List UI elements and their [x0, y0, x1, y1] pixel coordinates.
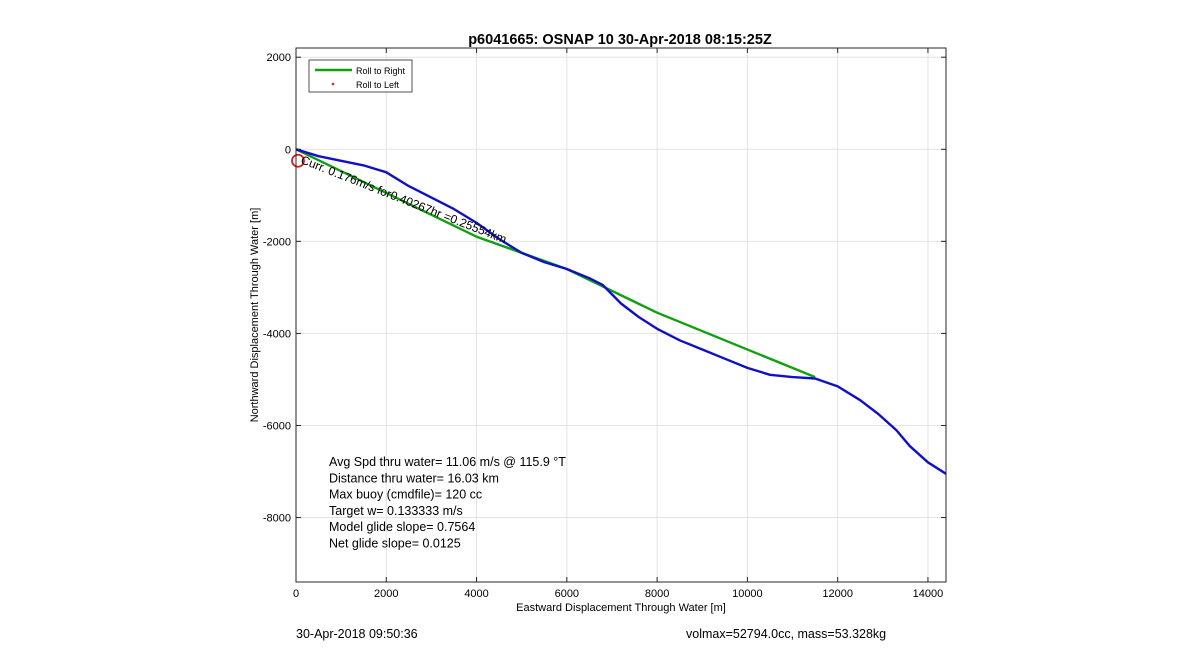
- legend: Roll to Right Roll to Left: [308, 59, 413, 93]
- footer-volmax-mass: volmax=52794.0cc, mass=53.328kg: [686, 627, 887, 641]
- stats-line: Distance thru water= 16.03 km: [329, 471, 499, 485]
- y-tick-label: -2000: [263, 236, 291, 248]
- stats-line: Max buoy (cmdfile)= 120 cc: [329, 488, 482, 502]
- y-tick-label: -4000: [263, 328, 291, 340]
- footer-date: 30-Apr-2018 09:50:36: [296, 627, 418, 641]
- x-tick-label: 8000: [645, 588, 669, 600]
- y-tick-label: -8000: [263, 513, 291, 525]
- x-tick-label: 2000: [374, 588, 398, 600]
- x-tick-label: 12000: [822, 588, 853, 600]
- grid: [295, 48, 946, 582]
- x-tick-label: 14000: [913, 588, 944, 600]
- chart-title: p6041665: OSNAP 10 30-Apr-2018 08:15:25Z: [468, 32, 772, 48]
- x-tick-label: 0: [293, 588, 299, 600]
- axes-box: [295, 47, 947, 583]
- stats-line: Model glide slope= 0.7564: [329, 520, 475, 534]
- ticks: 0 2000 4000 6000 8000 10000 12000 14000 2000 0 -20…: [263, 48, 946, 600]
- current-annotation: Curr. 0.176m/s for0.40267hr =0.25554km: [299, 153, 509, 247]
- legend-box: [308, 59, 413, 93]
- stats-line: Avg Spd thru water= 11.06 m/s @ 115.9 °T: [329, 455, 566, 469]
- y-tick-label: 2000: [267, 52, 291, 64]
- plot-area: [291, 148, 947, 475]
- y-axis-label: Northward Displacement Through Water [m]: [249, 208, 261, 423]
- series-line-track: [295, 148, 947, 475]
- start-marker: [291, 153, 305, 168]
- stats-line: Target w= 0.133333 m/s: [329, 504, 463, 518]
- x-tick-label: 10000: [732, 588, 763, 600]
- legend-swatch-roll-left: [331, 82, 335, 86]
- y-tick-label: 0: [285, 144, 291, 156]
- y-tick-label: -6000: [263, 420, 291, 432]
- x-tick-label: 4000: [464, 588, 488, 600]
- x-tick-label: 6000: [555, 588, 579, 600]
- legend-label-roll-left: Roll to Left: [356, 80, 400, 90]
- stats-text: Avg Spd thru water= 11.06 m/s @ 115.9 °T…: [329, 455, 566, 551]
- stats-line: Net glide slope= 0.0125: [329, 537, 461, 551]
- legend-label-roll-right: Roll to Right: [356, 66, 406, 76]
- x-axis-label: Eastward Displacement Through Water [m]: [516, 602, 726, 614]
